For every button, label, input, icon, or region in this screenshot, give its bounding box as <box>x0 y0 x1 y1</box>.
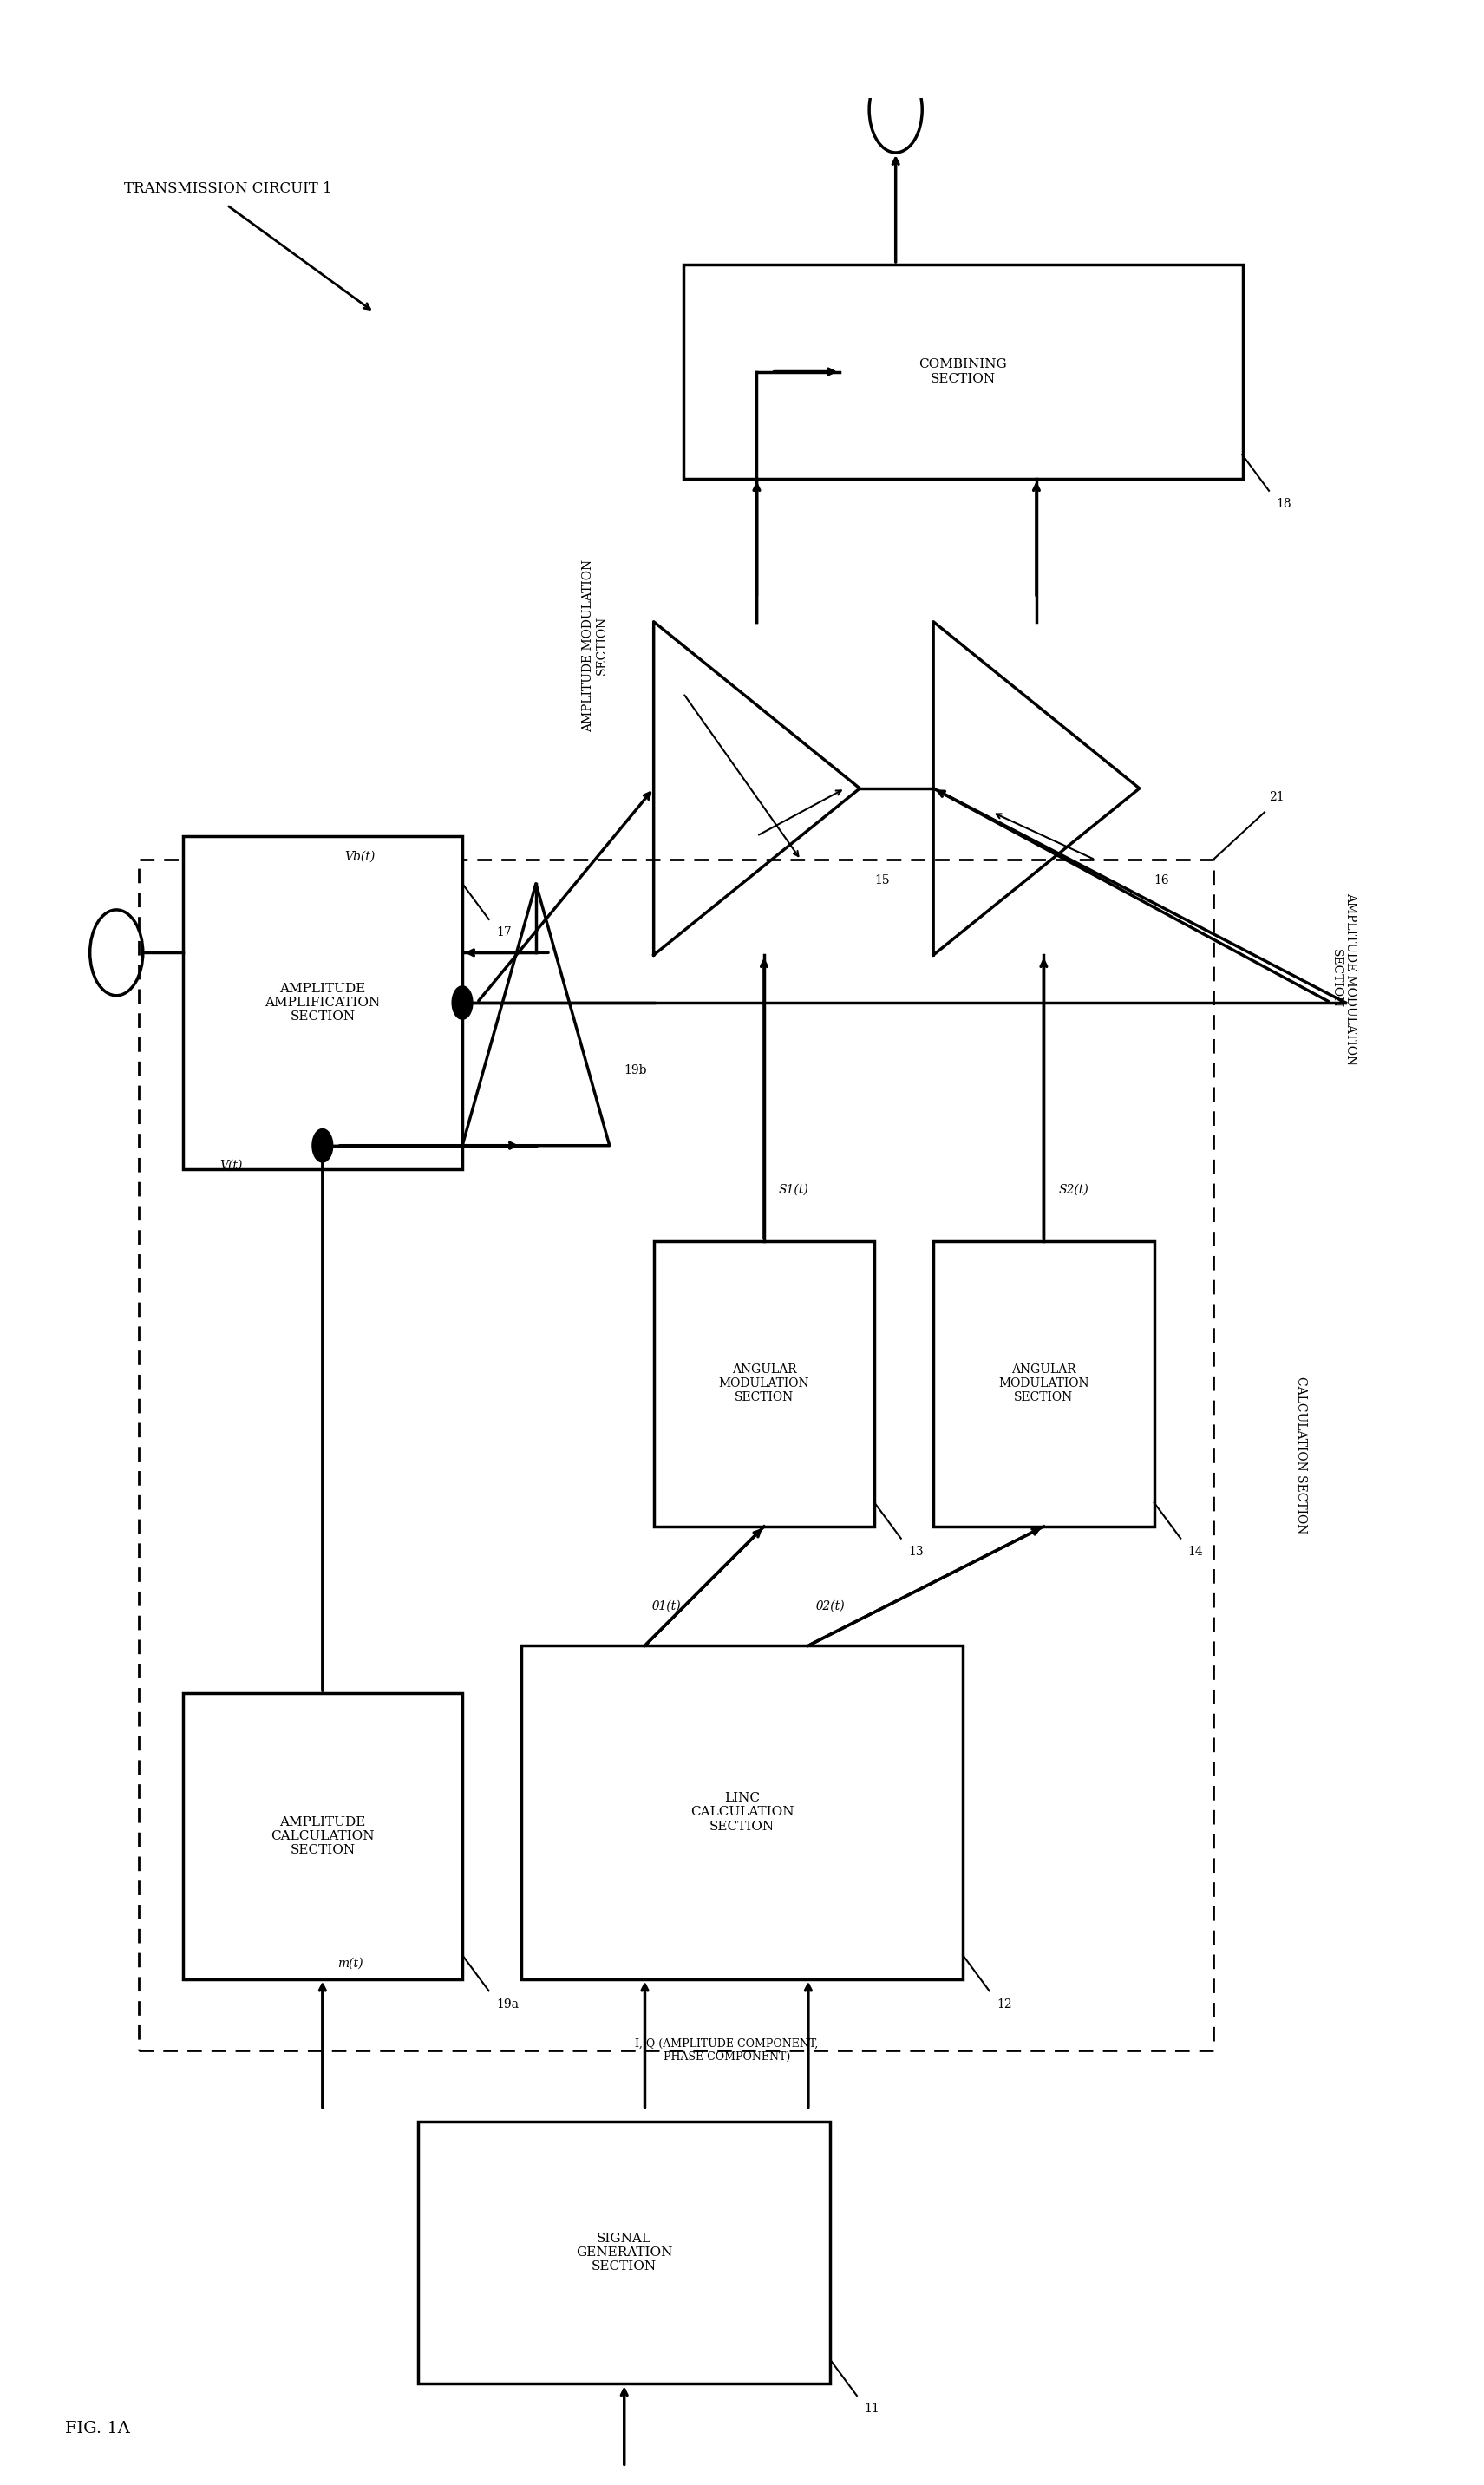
Text: I, Q (AMPLITUDE COMPONENT,
PHASE COMPONENT): I, Q (AMPLITUDE COMPONENT, PHASE COMPONE… <box>635 2038 818 2063</box>
Text: θ1(t): θ1(t) <box>651 1600 681 1613</box>
Text: 21: 21 <box>1269 790 1284 803</box>
Text: ANGULAR
MODULATION
SECTION: ANGULAR MODULATION SECTION <box>718 1364 809 1404</box>
Text: 13: 13 <box>908 1546 923 1558</box>
Text: θ2(t): θ2(t) <box>816 1600 844 1613</box>
Text: V(t): V(t) <box>220 1160 242 1173</box>
Text: AMPLITUDE MODULATION
SECTION: AMPLITUDE MODULATION SECTION <box>582 559 608 733</box>
Text: AMPLITUDE
AMPLIFICATION
SECTION: AMPLITUDE AMPLIFICATION SECTION <box>264 982 380 1024</box>
Bar <box>521 1645 963 1978</box>
Text: LINC
CALCULATION
SECTION: LINC CALCULATION SECTION <box>690 1792 794 1831</box>
Bar <box>138 860 1212 2050</box>
Bar <box>418 2122 831 2383</box>
Text: COMBINING
SECTION: COMBINING SECTION <box>919 358 1008 385</box>
Text: m(t): m(t) <box>337 1958 362 1971</box>
Text: 12: 12 <box>997 1998 1012 2010</box>
Text: FIG. 1A: FIG. 1A <box>65 2420 129 2435</box>
Text: 19a: 19a <box>496 1998 519 2010</box>
Circle shape <box>453 987 472 1019</box>
Circle shape <box>312 1128 332 1163</box>
Text: 14: 14 <box>1189 1546 1204 1558</box>
Text: AMPLITUDE MODULATION
SECTION: AMPLITUDE MODULATION SECTION <box>1331 892 1356 1066</box>
Text: 15: 15 <box>874 875 890 887</box>
Bar <box>933 1240 1155 1526</box>
Text: S2(t): S2(t) <box>1058 1183 1089 1195</box>
Text: 19b: 19b <box>625 1064 647 1076</box>
Text: Vb(t): Vb(t) <box>344 850 375 862</box>
Bar <box>183 835 463 1170</box>
Text: CALCULATION SECTION: CALCULATION SECTION <box>1296 1377 1307 1533</box>
Bar <box>683 263 1242 480</box>
Text: 17: 17 <box>496 927 512 939</box>
Text: SIGNAL
GENERATION
SECTION: SIGNAL GENERATION SECTION <box>576 2232 672 2274</box>
Text: 18: 18 <box>1276 497 1291 509</box>
Text: AMPLITUDE
CALCULATION
SECTION: AMPLITUDE CALCULATION SECTION <box>270 1817 374 1856</box>
Text: 11: 11 <box>864 2403 880 2415</box>
Bar <box>653 1240 874 1526</box>
Bar <box>183 1692 463 1978</box>
Text: ANGULAR
MODULATION
SECTION: ANGULAR MODULATION SECTION <box>999 1364 1089 1404</box>
Text: 16: 16 <box>1155 875 1169 887</box>
Text: S1(t): S1(t) <box>779 1183 809 1195</box>
Text: TRANSMISSION CIRCUIT 1: TRANSMISSION CIRCUIT 1 <box>123 181 331 196</box>
